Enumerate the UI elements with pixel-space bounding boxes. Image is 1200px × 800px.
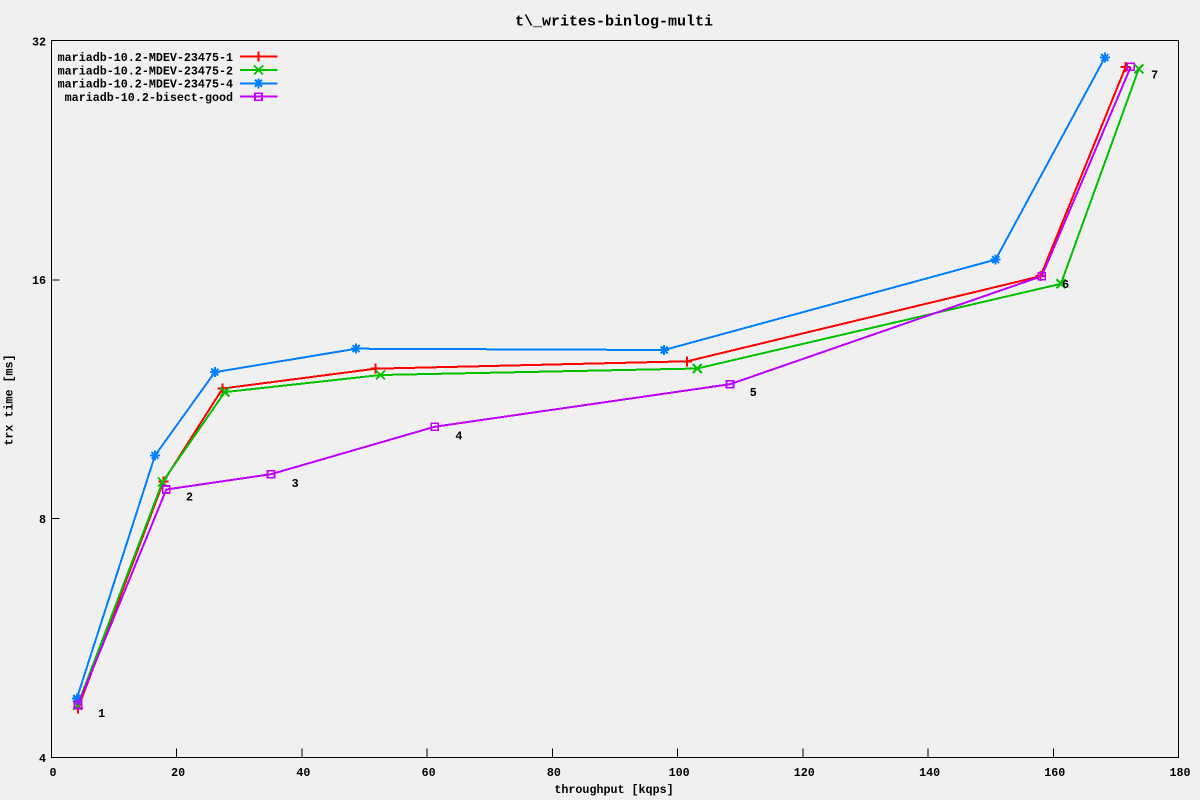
- svg-text:100: 100: [669, 766, 690, 780]
- svg-text:2: 2: [186, 490, 193, 504]
- svg-text:throughput [kqps]: throughput [kqps]: [554, 783, 673, 797]
- svg-text:4: 4: [39, 752, 46, 766]
- svg-text:140: 140: [919, 766, 940, 780]
- svg-text:3: 3: [292, 477, 299, 491]
- svg-text:80: 80: [547, 766, 561, 780]
- svg-text:t\_writes-binlog-multi: t\_writes-binlog-multi: [515, 14, 713, 31]
- svg-text:180: 180: [1169, 766, 1190, 780]
- svg-text:mariadb-10.2-MDEV-23475-1: mariadb-10.2-MDEV-23475-1: [58, 51, 233, 65]
- svg-text:20: 20: [171, 766, 185, 780]
- svg-text:40: 40: [296, 766, 310, 780]
- svg-text:32: 32: [32, 35, 46, 49]
- svg-text:120: 120: [794, 766, 815, 780]
- svg-text:160: 160: [1044, 766, 1065, 780]
- svg-text:7: 7: [1151, 69, 1158, 83]
- svg-text:60: 60: [422, 766, 436, 780]
- svg-text:8: 8: [39, 513, 46, 527]
- svg-text:mariadb-10.2-bisect-good: mariadb-10.2-bisect-good: [65, 91, 233, 105]
- svg-text:4: 4: [455, 429, 462, 443]
- svg-text:16: 16: [32, 274, 46, 288]
- svg-text:mariadb-10.2-MDEV-23475-2: mariadb-10.2-MDEV-23475-2: [58, 64, 233, 78]
- svg-text:5: 5: [750, 386, 757, 400]
- svg-text:mariadb-10.2-MDEV-23475-4: mariadb-10.2-MDEV-23475-4: [58, 78, 233, 92]
- svg-text:trx time [ms]: trx time [ms]: [3, 354, 17, 445]
- svg-text:6: 6: [1062, 278, 1069, 292]
- svg-text:1: 1: [98, 707, 105, 721]
- svg-text:0: 0: [49, 766, 56, 780]
